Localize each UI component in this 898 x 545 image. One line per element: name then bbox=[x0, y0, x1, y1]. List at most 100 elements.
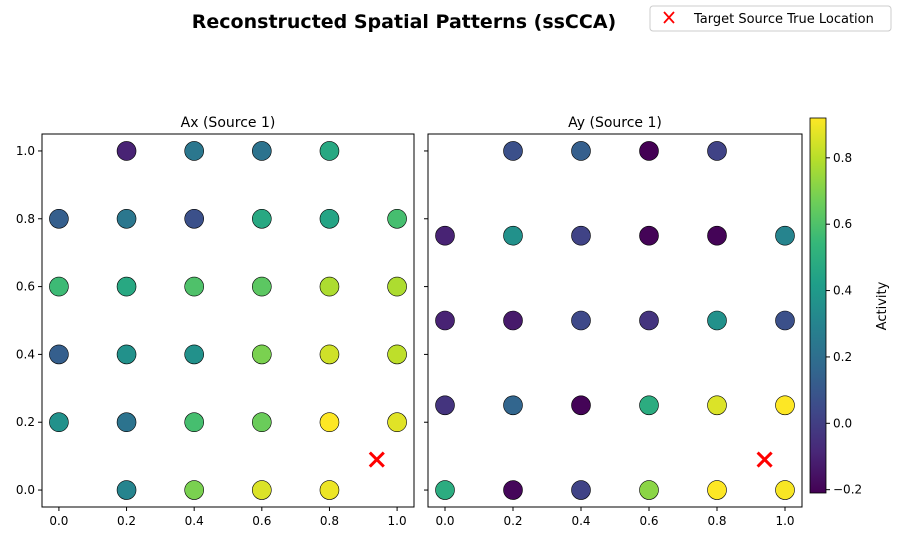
x-tick-label: 1.0 bbox=[775, 514, 794, 528]
y-tick-label: 0.4 bbox=[16, 347, 35, 361]
scatter-point bbox=[639, 395, 659, 416]
scatter-point bbox=[252, 480, 272, 500]
scatter-point bbox=[387, 276, 407, 297]
legend: Target Source True Location bbox=[649, 5, 892, 32]
scatter-point bbox=[319, 344, 340, 365]
scatter-point bbox=[252, 276, 272, 297]
y-tick-label: 1.0 bbox=[16, 144, 35, 158]
scatter-point bbox=[319, 412, 340, 433]
colorbar-tick-label: 0.6 bbox=[833, 217, 852, 231]
scatter-point bbox=[435, 225, 455, 246]
colorbar-tick-label: 0.8 bbox=[833, 151, 852, 165]
scatter-point bbox=[116, 344, 137, 365]
scatter-point bbox=[707, 225, 727, 246]
scatter-point bbox=[435, 395, 455, 416]
scatter-point bbox=[503, 395, 523, 416]
x-tick-label: 0.6 bbox=[639, 514, 658, 528]
y-tick-label: 0.2 bbox=[16, 415, 35, 429]
scatter-point bbox=[503, 310, 523, 331]
colorbar-label: Activity bbox=[875, 281, 890, 330]
scatter-point bbox=[116, 208, 137, 229]
scatter-point bbox=[319, 276, 340, 297]
scatter-point bbox=[571, 141, 591, 161]
scatter-point bbox=[252, 412, 272, 433]
x-tick-label: 0.8 bbox=[707, 514, 726, 528]
y-tick-label: 0.0 bbox=[16, 483, 35, 497]
scatter-point bbox=[639, 310, 659, 331]
scatter-point bbox=[319, 141, 340, 161]
scatter-point bbox=[49, 344, 69, 365]
axes-frame bbox=[41, 133, 415, 508]
colorbar-tick-label: 0.4 bbox=[833, 284, 852, 298]
scatter-point bbox=[116, 141, 137, 161]
x-tick-label: 0.8 bbox=[320, 514, 339, 528]
scatter-point bbox=[252, 344, 272, 365]
scatter-point bbox=[387, 412, 407, 433]
scatter-point bbox=[319, 208, 340, 229]
scatter-point bbox=[184, 141, 204, 161]
scatter-point bbox=[49, 276, 69, 297]
x-tick-label: 0.4 bbox=[185, 514, 204, 528]
scatter-point bbox=[707, 310, 727, 331]
scatter-point bbox=[775, 310, 795, 331]
scatter-point bbox=[49, 412, 69, 433]
scatter-point bbox=[116, 412, 137, 433]
scatter-point bbox=[639, 141, 659, 161]
scatter-point bbox=[387, 208, 407, 229]
scatter-point bbox=[775, 225, 795, 246]
x-tick-label: 0.0 bbox=[435, 514, 454, 528]
scatter-point bbox=[503, 480, 523, 500]
scatter-point bbox=[639, 480, 659, 500]
scatter-point bbox=[435, 310, 455, 331]
scatter-point bbox=[184, 480, 204, 500]
scatter-point bbox=[571, 310, 591, 331]
colorbar: Activity −0.2 0.0 0.2 0.4 0.6 0.8 bbox=[809, 117, 890, 497]
y-tick-label: 0.8 bbox=[16, 212, 35, 226]
legend-x-marker-icon bbox=[663, 11, 675, 24]
legend-label: Target Source True Location bbox=[693, 12, 874, 27]
x-tick-label: 0.2 bbox=[117, 514, 136, 528]
panel-title: Ay (Source 1) bbox=[568, 115, 662, 131]
x-tick-label: 0.6 bbox=[252, 514, 271, 528]
scatter-point bbox=[707, 480, 727, 500]
colorbar-tick-label: 0.0 bbox=[833, 416, 852, 430]
scatter-point bbox=[184, 276, 204, 297]
scatter-point bbox=[639, 225, 659, 246]
panel-ax: Ax (Source 1) 0.0 0.2 0.4 0.6 0.8 1.0 0.0 0.2 0.… bbox=[16, 115, 415, 528]
panel-ay: Ay (Source 1) 0.0 0.2 0.4 0.6 0.8 1.0 bbox=[424, 115, 803, 528]
scatter-point bbox=[775, 395, 795, 416]
scatter-point bbox=[116, 276, 137, 297]
x-tick-label: 0.4 bbox=[571, 514, 590, 528]
scatter-point bbox=[116, 480, 137, 500]
scatter-point bbox=[503, 225, 523, 246]
panel-title: Ax (Source 1) bbox=[181, 115, 276, 131]
scatter-point bbox=[503, 141, 523, 161]
x-tick-label: 1.0 bbox=[388, 514, 407, 528]
scatter-point bbox=[319, 480, 340, 500]
scatter-point bbox=[571, 395, 591, 416]
scatter-point bbox=[252, 208, 272, 229]
scatter-point bbox=[252, 141, 272, 161]
colorbar-tick-label: 0.2 bbox=[833, 350, 852, 364]
scatter-point bbox=[571, 480, 591, 500]
scatter-point bbox=[775, 480, 795, 500]
scatter-point bbox=[184, 344, 204, 365]
colorbar-tick-label: −0.2 bbox=[833, 483, 862, 497]
scatter-point bbox=[49, 208, 69, 229]
target-location-marker bbox=[368, 451, 385, 468]
legend-box bbox=[649, 5, 892, 32]
scatter-point bbox=[387, 344, 407, 365]
colorbar-gradient bbox=[809, 117, 827, 494]
scatter-point bbox=[435, 480, 455, 500]
scatter-point bbox=[707, 141, 727, 161]
y-tick-label: 0.6 bbox=[16, 280, 35, 294]
x-tick-label: 0.2 bbox=[503, 514, 522, 528]
x-tick-label: 0.0 bbox=[49, 514, 68, 528]
scatter-point bbox=[707, 395, 727, 416]
figure-title: Reconstructed Spatial Patterns (ssCCA) bbox=[192, 11, 616, 33]
scatter-point bbox=[184, 412, 204, 433]
axes-frame bbox=[427, 133, 803, 508]
scatter-point bbox=[184, 208, 204, 229]
target-location-marker bbox=[756, 451, 773, 468]
